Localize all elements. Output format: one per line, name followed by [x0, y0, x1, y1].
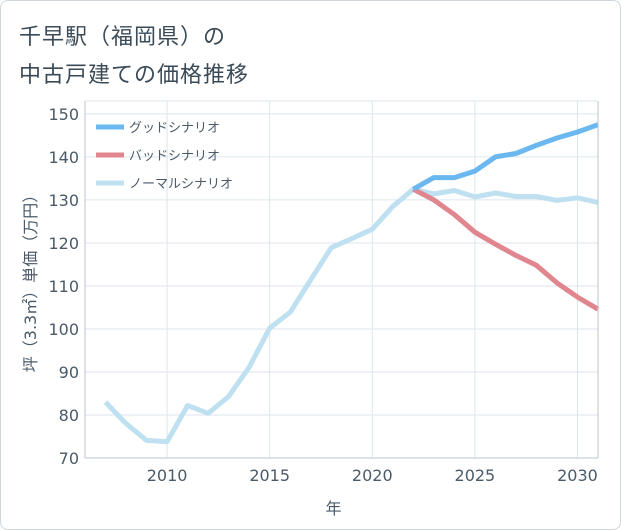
chart-title-line-2: 中古戸建ての価格推移 [19, 63, 250, 88]
y-tick-label: 140 [48, 148, 79, 167]
y-tick-label: 120 [48, 234, 79, 253]
legend-label-2: ノーマルシナリオ [129, 177, 233, 192]
x-axis-title: 年 [325, 499, 341, 518]
x-tick-label: 2015 [249, 466, 290, 485]
x-tick-label: 2030 [557, 466, 598, 485]
legend-label-0: グッドシナリオ [129, 121, 220, 136]
y-tick-label: 110 [48, 277, 79, 296]
legend-label-1: バッドシナリオ [129, 149, 220, 164]
x-tick-label: 2010 [147, 466, 188, 485]
x-tick-label: 2025 [455, 466, 496, 485]
y-tick-label: 80 [59, 406, 79, 425]
y-tick-label: 130 [48, 191, 79, 210]
y-tick-label: 100 [48, 320, 79, 339]
series-line-0 [412, 122, 599, 192]
y-axis-title: 坪（3.3㎡）単価（万円） [21, 187, 40, 372]
series-line-1 [412, 186, 600, 312]
y-tick-label: 150 [48, 105, 79, 124]
series-lines [103, 122, 600, 445]
axes: 70 80 90 100 110 120 130 140 150 2010 2015 2020 2025… [21, 100, 599, 518]
y-tick-label: 90 [59, 363, 79, 382]
plot-area [85, 101, 598, 458]
y-tick-label: 70 [59, 449, 79, 468]
chart-title-line-1: 千早駅（福岡県）の [19, 25, 227, 50]
series-line-2 [103, 186, 599, 445]
x-tick-label: 2020 [352, 466, 393, 485]
grid [85, 101, 598, 459]
